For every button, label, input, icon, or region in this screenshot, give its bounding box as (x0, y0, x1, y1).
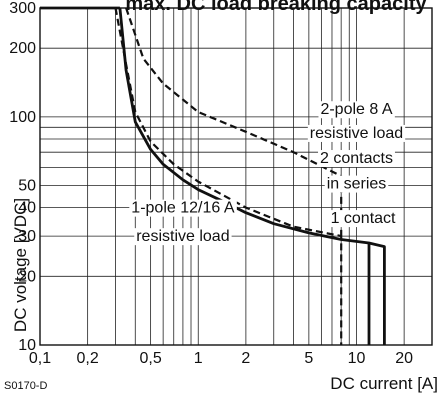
y-tick-label: 20 (18, 268, 36, 285)
x-axis-label: DC current [A] (330, 374, 438, 393)
annotation-bg (328, 210, 399, 228)
x-tick-label: 0,5 (139, 350, 161, 367)
x-tick-label: 1 (194, 350, 203, 367)
x-tick-label: 0,2 (77, 350, 99, 367)
x-tick-label: 0,1 (29, 350, 51, 367)
y-tick-label: 40 (18, 200, 36, 217)
annotations: 2-pole 8 A resistive load 2 contacts in ser… (129, 101, 406, 246)
annotation-label: resistive load (310, 125, 403, 142)
annotation-label: 2-pole 8 A (320, 101, 392, 118)
annotation-label: 1 contact (331, 210, 396, 227)
series-line-4 (125, 7, 343, 237)
annotation-bg (134, 228, 232, 246)
annotation-label: 1-pole 12/16 A (131, 200, 235, 217)
annotation-bg (318, 150, 395, 168)
annotation-bg (318, 101, 395, 119)
annotation-label: 2 contacts (320, 150, 393, 167)
annotation-label: in series (327, 176, 387, 193)
x-tick-label: 20 (395, 350, 413, 367)
figure-code: S0170-D (4, 380, 47, 392)
y-tick-label: 50 (18, 178, 36, 195)
annotation-bg (324, 175, 389, 193)
y-tick-labels: 10 20 30 40 50 100 200 300 (9, 0, 36, 354)
annotation-label: resistive load (136, 228, 229, 245)
x-tick-labels: 0,1 0,2 0,5 1 2 5 10 20 (29, 350, 413, 367)
y-tick-label: 10 (18, 337, 36, 354)
y-tick-label: 300 (9, 0, 36, 17)
annotation-bg (129, 199, 237, 217)
series-line-3 (114, 7, 343, 345)
annotation-bg (307, 124, 406, 142)
y-tick-label: 30 (18, 228, 36, 245)
x-tick-label: 5 (304, 350, 313, 367)
y-tick-label: 200 (9, 40, 36, 57)
y-tick-label: 100 (9, 109, 36, 126)
x-tick-label: 10 (348, 350, 366, 367)
y-axis-label: DC voltage [VDC] (11, 198, 30, 332)
plot-frame (39, 7, 433, 346)
x-tick-label: 2 (241, 350, 250, 367)
